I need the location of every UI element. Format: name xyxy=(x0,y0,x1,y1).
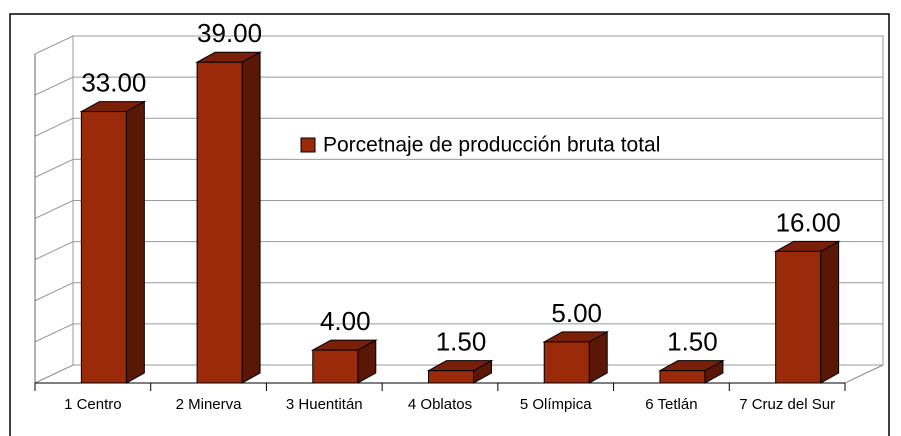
grid-line xyxy=(34,282,883,302)
bar xyxy=(659,370,706,384)
grid-line xyxy=(34,364,883,384)
legend-swatch xyxy=(300,137,316,153)
x-tick-label: 4 Oblatos xyxy=(407,396,473,413)
bar xyxy=(312,349,359,384)
legend-label: Porcetnaje de producción bruta total xyxy=(323,134,660,157)
grid-line xyxy=(34,241,883,261)
bar xyxy=(196,61,243,384)
bar xyxy=(543,341,590,384)
value-label: 39.00 xyxy=(197,18,262,48)
bar xyxy=(428,370,474,384)
grid-line xyxy=(34,323,883,343)
bar-side xyxy=(125,100,145,384)
value-label: 4.00 xyxy=(320,306,371,336)
x-tick-label: 2 Minerva xyxy=(175,396,242,413)
grid-line xyxy=(34,200,883,219)
x-tick-label: 1 Centro xyxy=(64,396,122,413)
value-label: 1.50 xyxy=(667,327,718,357)
bar xyxy=(80,111,127,384)
x-tick-label: 5 Olímpica xyxy=(519,396,592,413)
grid-line xyxy=(34,76,883,96)
bar-side xyxy=(820,240,840,384)
grid-line xyxy=(34,35,883,55)
grid-line xyxy=(34,158,883,178)
value-label: 33.00 xyxy=(81,67,146,97)
value-label: 16.00 xyxy=(776,207,841,237)
bar xyxy=(775,250,822,384)
x-tick-label: 7 Cruz del Sur xyxy=(739,396,836,413)
value-label: 1.50 xyxy=(436,327,487,357)
grid-line xyxy=(34,117,883,137)
bar-side xyxy=(241,51,261,384)
x-tick-label: 6 Tetlán xyxy=(645,396,698,413)
value-label: 5.00 xyxy=(551,298,602,328)
x-tick-label: 3 Huentitán xyxy=(285,396,363,413)
